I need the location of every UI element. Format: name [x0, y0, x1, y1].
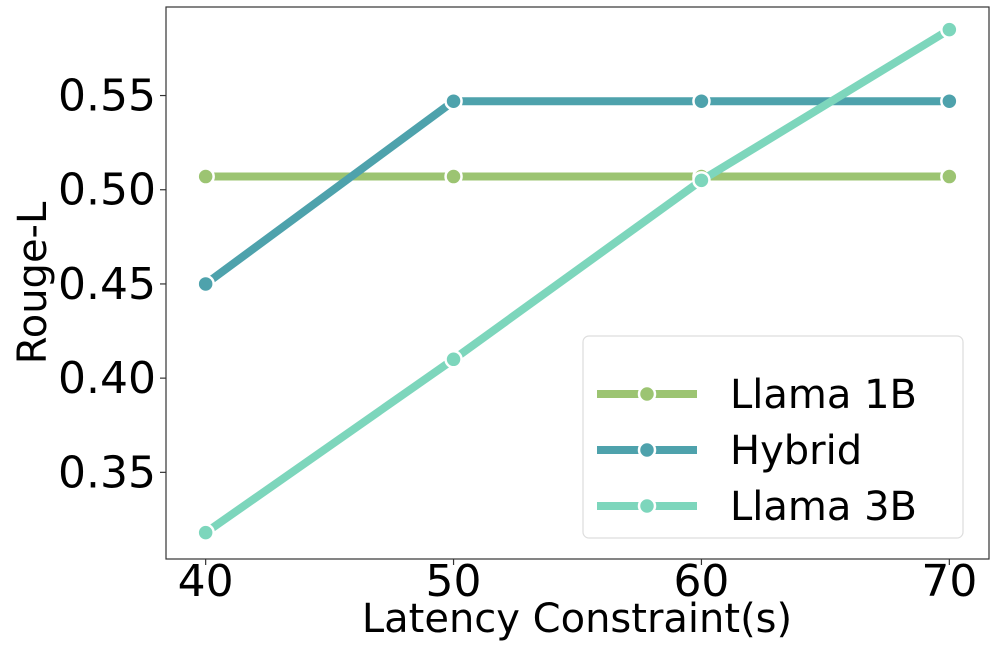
series-layer: [196, 20, 959, 542]
y-tick-label: 0.50: [58, 165, 156, 216]
y-tick-label: 0.40: [58, 353, 156, 404]
series-line-2: [203, 26, 952, 536]
x-tick-label: 70: [921, 556, 977, 607]
x-tick-label: 50: [426, 556, 482, 607]
legend-box: [582, 335, 964, 539]
data-point: [692, 171, 711, 190]
y-axis-ticks: 0.35 0.40 0.45 0.50 0.55: [58, 71, 166, 498]
legend-swatch-marker: [637, 496, 657, 516]
data-point: [444, 350, 463, 369]
y-tick-label: 0.35: [58, 447, 156, 498]
x-tick-label: 40: [178, 556, 234, 607]
y-tick-label: 0.55: [58, 71, 156, 122]
legend-label: Llama 3B: [730, 484, 917, 530]
y-tick-label: 0.45: [58, 259, 156, 310]
x-axis-label: Latency Constraint(s): [362, 596, 792, 642]
x-tick-label: 60: [673, 556, 729, 607]
data-point: [940, 20, 959, 39]
x-axis-ticks: 40 50 60 70: [178, 556, 978, 607]
legend-swatch-marker: [637, 384, 657, 404]
legend: Llama 1B Hybrid Llama 3B: [582, 335, 964, 539]
data-point: [196, 167, 215, 186]
data-point: [196, 523, 215, 542]
data-point: [940, 167, 959, 186]
y-axis-label: Rouge-L: [10, 201, 56, 364]
plot-frame: [165, 6, 990, 560]
data-point: [196, 274, 215, 294]
data-point: [692, 91, 711, 111]
legend-label: Llama 1B: [730, 372, 917, 418]
data-point: [444, 91, 463, 111]
data-point: [444, 167, 463, 186]
series-line-1: [203, 97, 950, 288]
legend-label: Hybrid: [730, 428, 862, 474]
legend-swatch-marker: [637, 440, 657, 460]
data-point: [940, 91, 959, 111]
